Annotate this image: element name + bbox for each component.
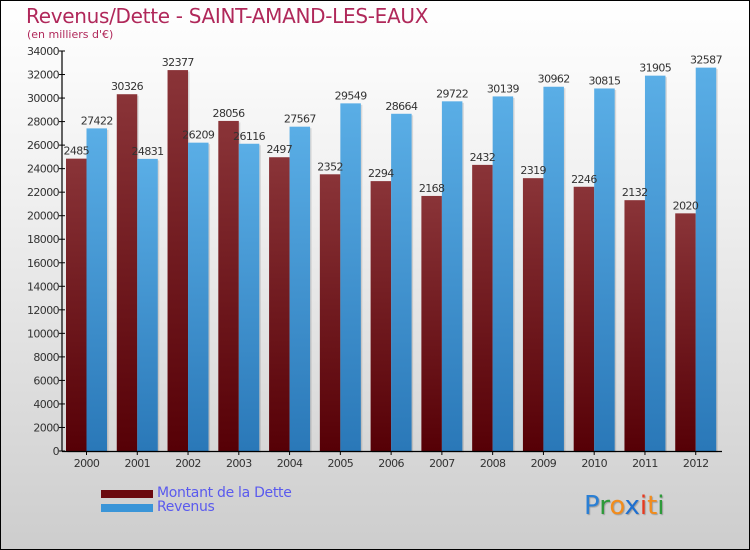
- bar-dette-2004: [269, 157, 290, 451]
- legend-label-revenus: Revenus: [157, 499, 215, 515]
- value-label-revenus-2011: 31905: [639, 62, 672, 75]
- value-label-revenus-2009: 30962: [538, 73, 570, 86]
- bar-dette-2007: [421, 195, 442, 451]
- bar-revenus-2010: [594, 88, 615, 452]
- bar-revenus-2012: [695, 67, 717, 451]
- x-tick-label-2003: 2003: [226, 457, 252, 470]
- y-tick-label: 0: [53, 445, 60, 458]
- value-label-dette-2011: 2132: [622, 186, 648, 199]
- logo-letter: r: [599, 491, 610, 521]
- value-label-revenus-2012: 32587: [690, 54, 723, 67]
- y-tick-label: 32000: [27, 69, 60, 82]
- legend-swatch-dette: [101, 490, 153, 498]
- value-label-revenus-2003: 26116: [233, 130, 266, 143]
- y-tick-label: 24000: [27, 163, 60, 176]
- value-label-dette-2000: 2485: [63, 145, 89, 158]
- value-label-revenus-2010: 30815: [588, 74, 621, 87]
- bar-dette-2011: [624, 200, 645, 451]
- x-tick-label-2009: 2009: [531, 457, 557, 470]
- logo-letter: P: [584, 491, 600, 521]
- value-label-revenus-2001: 24831: [132, 145, 164, 158]
- bar-dette-2010: [573, 186, 595, 451]
- bar-revenus-2007: [441, 101, 463, 452]
- x-tick-label-2002: 2002: [175, 457, 201, 470]
- logo-letter: x: [624, 491, 640, 521]
- x-tick-label-2007: 2007: [429, 457, 455, 470]
- bar-dette-2000: [66, 158, 87, 451]
- y-tick-label: 12000: [27, 304, 60, 317]
- logo-letter: i: [639, 491, 648, 521]
- y-tick-label: 2000: [33, 421, 59, 434]
- bar-revenus-2008: [492, 96, 514, 452]
- x-tick-label-2008: 2008: [480, 457, 506, 470]
- y-tick-label: 10000: [27, 327, 60, 340]
- x-tick-label-2005: 2005: [328, 457, 354, 470]
- bar-revenus-2000: [86, 128, 107, 451]
- value-label-revenus-2002: 26209: [182, 129, 215, 142]
- y-tick-label: 16000: [27, 257, 60, 270]
- bar-dette-2001: [116, 94, 138, 452]
- y-tick-label: 14000: [27, 280, 60, 293]
- value-label-dette-2003: 28056: [213, 107, 246, 120]
- proxiti-logo: Proxiti: [584, 491, 665, 521]
- bar-dette-2006: [370, 181, 392, 451]
- x-tick-label-2001: 2001: [124, 457, 150, 470]
- value-label-dette-2009: 2319: [520, 164, 546, 177]
- value-label-dette-2006: 2294: [368, 167, 394, 180]
- bar-revenus-2002: [188, 142, 209, 452]
- y-tick-label: 6000: [33, 374, 59, 387]
- bar-revenus-2009: [543, 86, 564, 451]
- value-label-dette-2008: 2432: [470, 151, 496, 164]
- logo-letter: i: [657, 491, 665, 521]
- value-label-dette-2005: 2352: [317, 160, 343, 173]
- bar-dette-2002: [167, 70, 189, 451]
- y-tick-label: 34000: [27, 45, 60, 58]
- bar-dette-2003: [218, 120, 239, 451]
- x-tick-label-2004: 2004: [277, 457, 303, 470]
- value-label-dette-2004: 2497: [267, 143, 293, 156]
- value-label-revenus-2007: 29722: [436, 87, 468, 100]
- y-tick-label: 8000: [33, 351, 59, 364]
- y-tick-label: 26000: [27, 139, 60, 152]
- value-label-dette-2010: 2246: [571, 173, 597, 186]
- value-label-dette-2002: 32377: [162, 56, 195, 69]
- bar-revenus-2005: [340, 103, 361, 451]
- value-label-revenus-2004: 27567: [284, 113, 317, 126]
- y-tick-label: 18000: [27, 233, 60, 246]
- value-label-revenus-2006: 28664: [385, 100, 418, 113]
- chart-subtitle: (en milliers d'€): [27, 28, 114, 41]
- bar-revenus-2003: [238, 143, 260, 452]
- y-tick-label: 4000: [33, 398, 59, 411]
- logo-letter: t: [647, 491, 658, 521]
- value-label-revenus-2008: 30139: [487, 82, 520, 95]
- y-tick-label: 28000: [27, 116, 60, 129]
- bar-revenus-2001: [137, 158, 158, 451]
- bar-dette-2009: [522, 178, 544, 452]
- value-label-dette-2012: 2020: [673, 199, 699, 212]
- logo-letter: o: [609, 491, 625, 521]
- chart-title: Revenus/Dette - SAINT-AMAND-LES-EAUX: [26, 4, 429, 28]
- bar-dette-2005: [319, 174, 341, 451]
- value-label-dette-2007: 2168: [419, 182, 445, 195]
- x-tick-label-2011: 2011: [632, 457, 658, 470]
- x-tick-label-2006: 2006: [378, 457, 404, 470]
- legend-label-dette: Montant de la Dette: [157, 485, 292, 501]
- bar-dette-2008: [472, 164, 493, 451]
- value-label-revenus-2000: 27422: [81, 114, 113, 127]
- x-tick-label-2010: 2010: [581, 457, 607, 470]
- bar-revenus-2011: [644, 75, 666, 451]
- bar-revenus-2006: [391, 113, 412, 451]
- y-tick-label: 22000: [27, 186, 60, 199]
- x-tick-label-2000: 2000: [74, 457, 100, 470]
- x-tick-label-2012: 2012: [683, 457, 709, 470]
- legend-swatch-revenus: [101, 504, 153, 512]
- y-tick-label: 20000: [27, 210, 60, 223]
- bar-dette-2012: [675, 213, 696, 451]
- y-tick-label: 30000: [27, 92, 60, 105]
- bar-revenus-2004: [289, 126, 311, 452]
- value-label-revenus-2005: 29549: [335, 89, 368, 102]
- value-label-dette-2001: 30326: [111, 80, 144, 93]
